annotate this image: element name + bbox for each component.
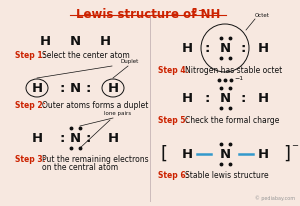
Text: :: :	[59, 82, 65, 95]
Text: 2: 2	[191, 8, 196, 17]
Text: Step 2:: Step 2:	[15, 101, 46, 110]
Text: N: N	[219, 147, 231, 160]
Text: Step 3:: Step 3:	[15, 156, 46, 165]
Text: Duplet: Duplet	[121, 59, 139, 64]
Text: H: H	[32, 82, 43, 95]
Text: H: H	[107, 82, 118, 95]
Text: H: H	[182, 147, 193, 160]
Text: N: N	[219, 41, 231, 55]
Text: :: :	[240, 41, 246, 55]
Text: Put the remaining electrons: Put the remaining electrons	[42, 156, 148, 165]
Text: H: H	[182, 91, 193, 104]
Text: :: :	[85, 82, 91, 95]
Text: Step 5:: Step 5:	[158, 116, 189, 124]
Text: N: N	[69, 131, 81, 144]
Text: on the central atom: on the central atom	[42, 164, 118, 172]
Text: H: H	[257, 147, 268, 160]
Text: H: H	[99, 34, 111, 48]
Text: Step 6:: Step 6:	[158, 172, 189, 180]
Text: −: −	[291, 142, 298, 151]
Text: ]: ]	[283, 145, 290, 163]
Text: © pediabay.com: © pediabay.com	[255, 195, 295, 201]
Text: Step 4:: Step 4:	[158, 66, 189, 75]
Text: :: :	[85, 131, 91, 144]
Text: :: :	[204, 91, 210, 104]
Text: lone pairs: lone pairs	[104, 111, 132, 116]
Text: H: H	[107, 131, 118, 144]
Text: :: :	[204, 41, 210, 55]
Text: Outer atoms forms a duplet: Outer atoms forms a duplet	[42, 101, 148, 110]
Text: Nitrogen has stable octet: Nitrogen has stable octet	[185, 66, 282, 75]
Text: H: H	[257, 41, 268, 55]
Text: H: H	[257, 91, 268, 104]
Text: Lewis structure of NH: Lewis structure of NH	[76, 8, 220, 21]
Text: H: H	[182, 41, 193, 55]
Text: :: :	[240, 91, 246, 104]
Text: N: N	[219, 91, 231, 104]
Text: Octet: Octet	[255, 13, 270, 18]
Text: −1: −1	[234, 76, 243, 81]
Text: Stable lewis structure: Stable lewis structure	[185, 172, 268, 180]
Text: Select the center atom: Select the center atom	[42, 50, 130, 60]
Text: N: N	[69, 82, 81, 95]
Text: −: −	[197, 6, 204, 15]
Text: Step 1:: Step 1:	[15, 50, 46, 60]
Text: H: H	[39, 34, 51, 48]
Text: Check the formal charge: Check the formal charge	[185, 116, 279, 124]
Text: :: :	[59, 131, 65, 144]
Text: N: N	[69, 34, 81, 48]
Text: [: [	[160, 145, 167, 163]
Text: H: H	[32, 131, 43, 144]
